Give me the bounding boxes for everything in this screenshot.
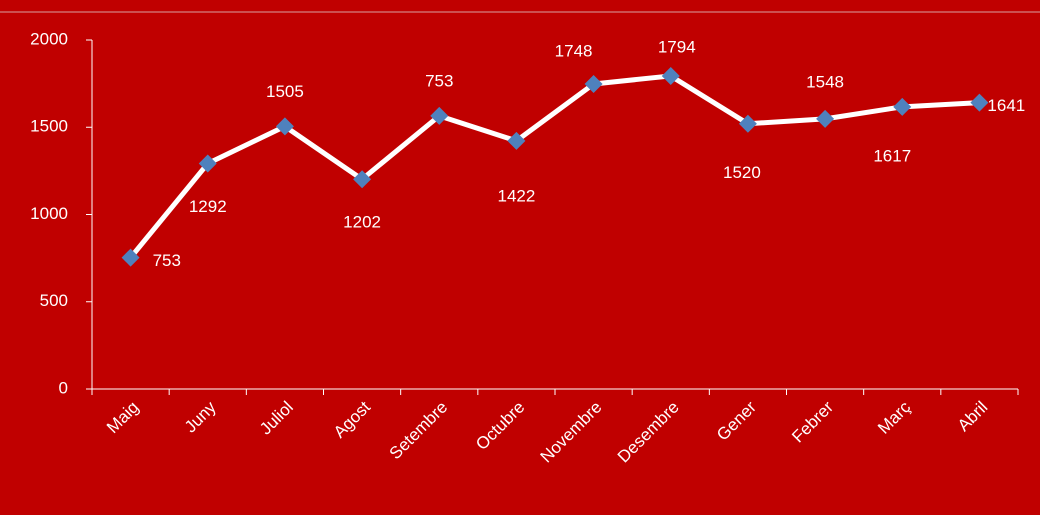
marker [661, 66, 680, 85]
data-label: 1202 [343, 213, 381, 232]
marker [893, 97, 912, 116]
data-label: 753 [153, 251, 181, 270]
marker [738, 114, 757, 133]
marker [430, 106, 449, 125]
data-label: 753 [425, 71, 453, 90]
data-label: 1617 [873, 146, 911, 165]
y-tick-label: 1500 [30, 117, 68, 136]
marker [970, 93, 989, 112]
marker [507, 131, 526, 150]
y-tick-label: 500 [40, 291, 68, 310]
y-tick-label: 1000 [30, 204, 68, 223]
data-label: 1422 [498, 186, 536, 205]
data-label: 1520 [723, 163, 761, 182]
y-tick-label: 2000 [30, 29, 68, 48]
marker [275, 117, 294, 136]
data-label: 1505 [266, 82, 304, 101]
y-tick-label: 0 [59, 378, 68, 397]
marker [198, 154, 217, 173]
data-label: 1748 [555, 41, 593, 60]
data-label: 1641 [987, 96, 1025, 115]
marker [121, 248, 140, 267]
marker [584, 74, 603, 93]
data-label: 1794 [658, 37, 696, 56]
marker [816, 109, 835, 128]
data-label: 1548 [806, 72, 844, 91]
marker [353, 170, 372, 189]
data-label: 1292 [189, 197, 227, 216]
line [128, 73, 980, 260]
